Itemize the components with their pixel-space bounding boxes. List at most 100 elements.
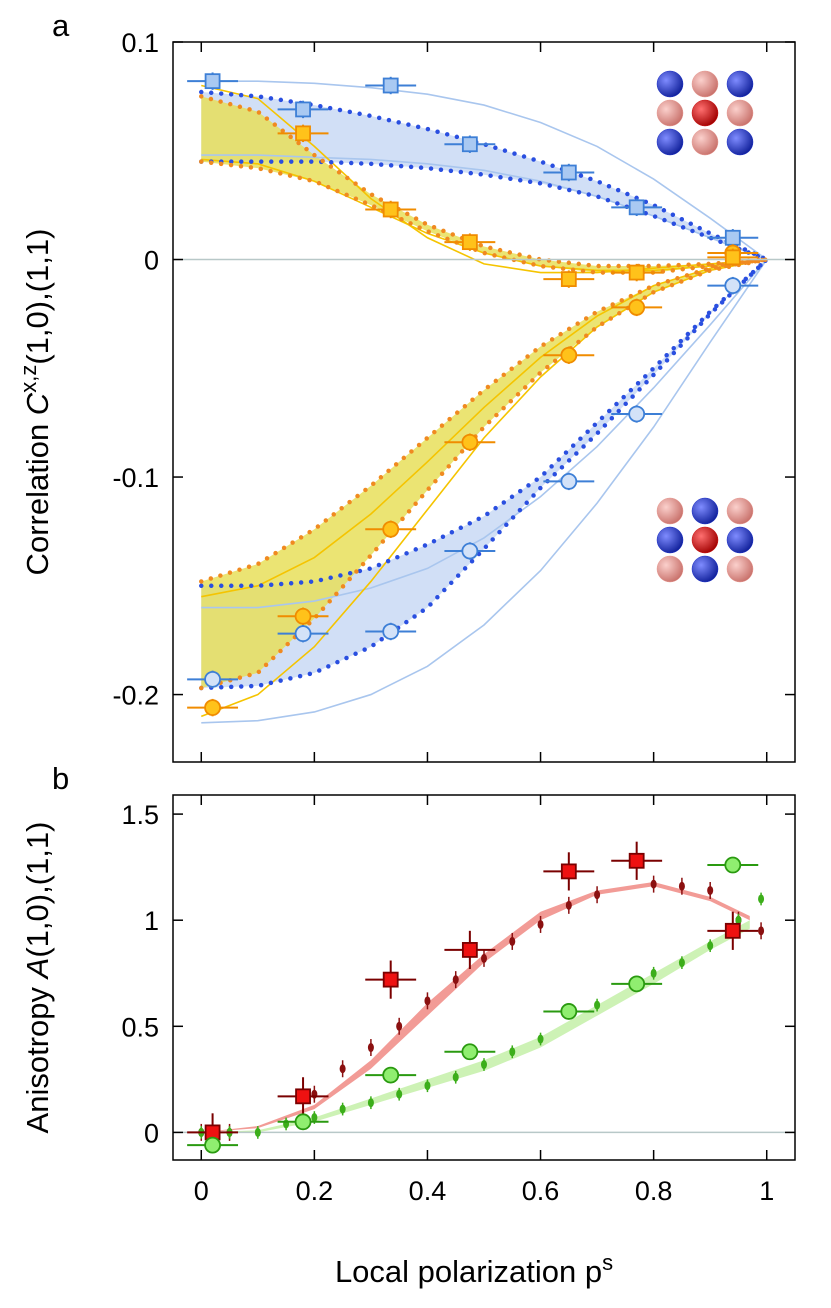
simulation-dot — [509, 936, 516, 946]
circle-marker — [560, 472, 578, 490]
square-marker — [382, 77, 399, 94]
model-line — [201, 258, 767, 598]
simulation-dot — [707, 885, 714, 895]
inset-atom — [726, 555, 754, 583]
x-tick-label: 0.4 — [409, 1176, 447, 1206]
simulation-dot — [650, 968, 657, 978]
inset-atom — [726, 128, 754, 156]
square-marker — [628, 199, 645, 216]
y-label-superscript: x,z — [16, 365, 41, 393]
panel-label: b — [52, 761, 69, 796]
circle-marker — [628, 975, 646, 993]
simulation-dot — [509, 1047, 516, 1057]
inset-atom — [691, 555, 719, 583]
circle-marker — [294, 625, 312, 643]
x-tick-label: 0.2 — [296, 1176, 334, 1206]
y-tick-label: -0.1 — [112, 463, 159, 493]
inset-atom — [656, 128, 684, 156]
square-marker — [461, 234, 478, 251]
y-tick-label: 0.1 — [121, 28, 159, 58]
inset-atom — [726, 70, 754, 98]
x-tick-label: 0.6 — [522, 1176, 560, 1206]
y-label-symbol: A — [20, 958, 55, 981]
inset-atom — [691, 70, 719, 98]
square-marker — [382, 971, 399, 988]
simulation-dots — [199, 159, 769, 262]
simulation-dot — [367, 1098, 374, 1108]
simulation-dot — [254, 1127, 261, 1137]
y-axis-label: Anisotropy A(1,0),(1,1) — [20, 822, 55, 1134]
simulation-dots — [199, 257, 769, 589]
simulation-dot — [311, 1089, 318, 1099]
simulation-dot — [650, 879, 657, 889]
circle-marker — [724, 277, 742, 295]
simulation-dot — [396, 1021, 403, 1031]
circle-marker — [382, 1066, 400, 1084]
circle-marker — [204, 699, 221, 717]
model-line — [201, 80, 768, 261]
plot-frame — [172, 41, 796, 763]
y-label-subscript: (1,0),(1,1) — [20, 822, 55, 958]
square-marker — [461, 942, 478, 958]
circle-marker — [461, 1043, 479, 1061]
simulation-dot — [678, 881, 685, 891]
circle-marker — [560, 346, 578, 364]
y-label-text: Correlation — [20, 415, 55, 575]
square-marker — [628, 264, 645, 281]
y-tick-label: 0.5 — [121, 1012, 159, 1042]
y-axis-label: Correlation Cx,z(1,0),(1,1) — [16, 229, 55, 576]
y-tick-label: -0.2 — [112, 681, 159, 711]
x-label-superscript: s — [602, 1250, 613, 1275]
square-marker — [560, 164, 577, 181]
inset-atom — [726, 497, 754, 525]
simulation-dot — [735, 915, 742, 925]
band — [201, 92, 767, 260]
simulation-dot — [594, 1000, 601, 1010]
circle-marker — [204, 670, 221, 688]
plot-frame — [172, 794, 796, 1161]
simulation-dot — [452, 975, 459, 985]
y-tick-label: 0 — [144, 1118, 159, 1148]
square-marker — [382, 201, 399, 218]
simulation-dots — [199, 159, 769, 275]
square-marker — [724, 229, 741, 246]
square-marker — [560, 863, 577, 880]
simulation-dot — [758, 926, 765, 936]
simulation-dot — [537, 1034, 544, 1044]
circle-marker — [628, 405, 646, 423]
x-tick-label: 0 — [194, 1176, 209, 1206]
square-marker — [295, 125, 311, 142]
x-tick-label: 0.8 — [635, 1176, 673, 1206]
simulation-dot — [452, 1072, 459, 1082]
simulation-dots — [199, 257, 769, 691]
simulation-dot — [481, 953, 487, 963]
simulation-dot — [424, 996, 431, 1006]
circle-marker — [461, 433, 479, 451]
simulation-dot — [707, 941, 714, 951]
y-label-text: Anisotropy — [20, 978, 55, 1133]
band — [201, 882, 750, 1133]
square-marker — [628, 852, 645, 869]
y-label-subscript: (1,0),(1,1) — [20, 229, 55, 365]
inset-atom — [691, 497, 719, 525]
model-line — [201, 258, 768, 609]
circle-marker — [204, 1136, 221, 1154]
x-axis-label: Local polarization ps — [335, 1250, 613, 1289]
simulation-dot — [594, 890, 601, 900]
square-marker — [204, 73, 221, 90]
simulation-dot — [481, 1060, 487, 1070]
circle-marker — [294, 607, 312, 625]
inset-atom — [726, 99, 754, 127]
inset-atom — [656, 555, 684, 583]
circle-marker — [382, 520, 400, 538]
inset-atom — [691, 99, 719, 127]
inset-atom — [656, 70, 684, 98]
simulation-dot — [424, 1081, 431, 1091]
simulation-dot — [367, 1043, 374, 1053]
simulation-dot — [396, 1089, 403, 1099]
circle-marker — [628, 298, 646, 316]
simulation-dot — [758, 894, 765, 904]
inset-atom — [656, 99, 684, 127]
band — [201, 259, 767, 689]
y-tick-label: 1 — [144, 906, 159, 936]
